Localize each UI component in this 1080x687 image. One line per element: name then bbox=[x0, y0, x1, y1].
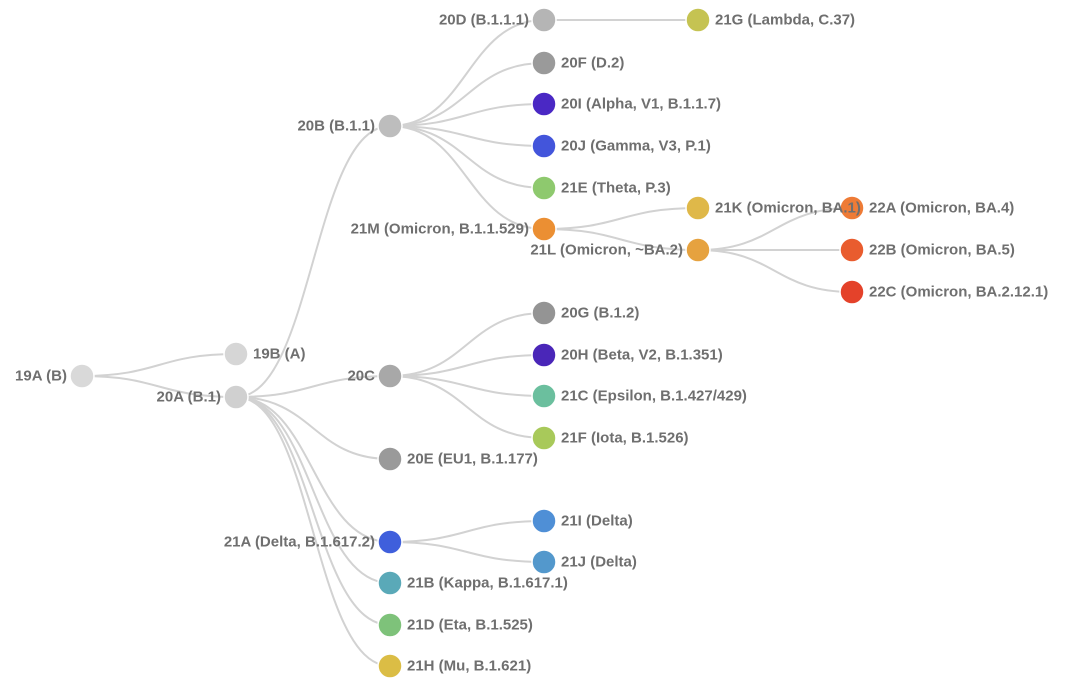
edge-20b-20d bbox=[389, 19, 545, 127]
clade-label-21k: 21K (Omicron, BA.1) bbox=[715, 200, 861, 217]
clade-label-20a: 20A (B.1) bbox=[157, 389, 221, 406]
edge-21a-21j bbox=[389, 541, 545, 563]
clade-label-20f: 20F (D.2) bbox=[561, 55, 624, 72]
edge-21m-21l bbox=[543, 228, 699, 251]
edge-20a-21a bbox=[235, 396, 391, 543]
tree-edges bbox=[81, 18, 853, 667]
clade-node-20c bbox=[377, 363, 403, 389]
edge-20a-20e bbox=[235, 396, 391, 460]
clade-node-20a bbox=[223, 384, 249, 410]
clade-label-21a: 21A (Delta, B.1.617.2) bbox=[224, 534, 375, 551]
clade-label-20c: 20C bbox=[347, 368, 375, 385]
clade-node-20f bbox=[531, 50, 557, 76]
edge-20a-21b bbox=[235, 396, 391, 584]
clade-node-20j bbox=[531, 133, 557, 159]
clade-label-20g: 20G (B.1.2) bbox=[561, 305, 639, 322]
edge-20a-21d bbox=[235, 396, 391, 626]
clade-label-21b: 21B (Kappa, B.1.617.1) bbox=[407, 575, 568, 592]
clade-node-22c bbox=[839, 279, 865, 305]
clade-label-20b: 20B (B.1.1) bbox=[297, 118, 375, 135]
clade-node-21l bbox=[685, 237, 711, 263]
clade-node-21d bbox=[377, 612, 403, 638]
clade-node-21a bbox=[377, 529, 403, 555]
clade-node-21i bbox=[531, 508, 557, 534]
clade-node-21c bbox=[531, 383, 557, 409]
clade-node-20h bbox=[531, 342, 557, 368]
clade-label-20e: 20E (EU1, B.1.177) bbox=[407, 451, 538, 468]
edge-20c-20g bbox=[389, 312, 545, 377]
edge-20a-20b bbox=[235, 125, 391, 398]
clade-node-21e bbox=[531, 175, 557, 201]
edge-20c-21f bbox=[389, 375, 545, 439]
clade-node-22b bbox=[839, 237, 865, 263]
clade-label-21m: 21M (Omicron, B.1.1.529) bbox=[351, 221, 529, 238]
clade-node-20b bbox=[377, 113, 403, 139]
edge-20a-20c bbox=[235, 375, 391, 398]
clade-label-22c: 22C (Omicron, BA.2.12.1) bbox=[869, 284, 1048, 301]
edge-20b-21e bbox=[389, 125, 545, 189]
edge-20b-20f bbox=[389, 62, 545, 127]
clade-label-21c: 21C (Epsilon, B.1.427/429) bbox=[561, 388, 747, 405]
clade-label-20j: 20J (Gamma, V3, P.1) bbox=[561, 138, 711, 155]
clade-node-19a bbox=[69, 363, 95, 389]
clade-node-21b bbox=[377, 570, 403, 596]
clade-node-21k bbox=[685, 195, 711, 221]
edge-21m-21k bbox=[543, 207, 699, 230]
clade-label-20d: 20D (B.1.1.1) bbox=[439, 12, 529, 29]
edge-20b-21m bbox=[389, 125, 545, 230]
clade-node-20e bbox=[377, 446, 403, 472]
edge-20b-20j bbox=[389, 125, 545, 147]
clade-node-21j bbox=[531, 549, 557, 575]
edge-19a-19b bbox=[81, 353, 237, 377]
clade-label-21j: 21J (Delta) bbox=[561, 554, 637, 571]
edge-20c-21c bbox=[389, 375, 545, 397]
edge-20b-20i bbox=[389, 103, 545, 127]
clade-label-22a: 22A (Omicron, BA.4) bbox=[869, 200, 1014, 217]
clade-label-21e: 21E (Theta, P.3) bbox=[561, 180, 671, 197]
clade-label-21i: 21I (Delta) bbox=[561, 513, 633, 530]
clade-label-20h: 20H (Beta, V2, B.1.351) bbox=[561, 347, 723, 364]
edge-21l-22c bbox=[697, 249, 853, 293]
tree-nodes bbox=[69, 7, 865, 679]
clade-label-21l: 21L (Omicron, ~BA.2) bbox=[530, 242, 683, 259]
clade-node-21f bbox=[531, 425, 557, 451]
clade-node-19b bbox=[223, 341, 249, 367]
clade-label-21h: 21H (Mu, B.1.621) bbox=[407, 658, 531, 675]
edge-20c-20h bbox=[389, 354, 545, 377]
clade-node-21m bbox=[531, 216, 557, 242]
tree-labels: 19A (B) 19B (A) 20A (B.1) 20B (B.1.1) 20C 20D… bbox=[15, 12, 1048, 675]
clade-node-20i bbox=[531, 91, 557, 117]
clade-node-21h bbox=[377, 653, 403, 679]
clade-label-21d: 21D (Eta, B.1.525) bbox=[407, 617, 533, 634]
clade-node-20g bbox=[531, 300, 557, 326]
clade-node-20d bbox=[531, 7, 557, 33]
clade-label-19b: 19B (A) bbox=[253, 346, 306, 363]
clade-label-21f: 21F (Iota, B.1.526) bbox=[561, 430, 689, 447]
clade-node-22a bbox=[839, 195, 865, 221]
edge-21a-21i bbox=[389, 520, 545, 543]
clade-node-21g bbox=[685, 7, 711, 33]
clade-label-19a: 19A (B) bbox=[15, 368, 67, 385]
edge-20a-21h bbox=[235, 396, 391, 667]
clade-label-21g: 21G (Lambda, C.37) bbox=[715, 12, 855, 29]
clade-label-20i: 20I (Alpha, V1, B.1.1.7) bbox=[561, 96, 721, 113]
edge-21l-22a bbox=[697, 207, 853, 251]
clade-label-22b: 22B (Omicron, BA.5) bbox=[869, 242, 1015, 259]
edge-19a-20a bbox=[81, 375, 237, 398]
